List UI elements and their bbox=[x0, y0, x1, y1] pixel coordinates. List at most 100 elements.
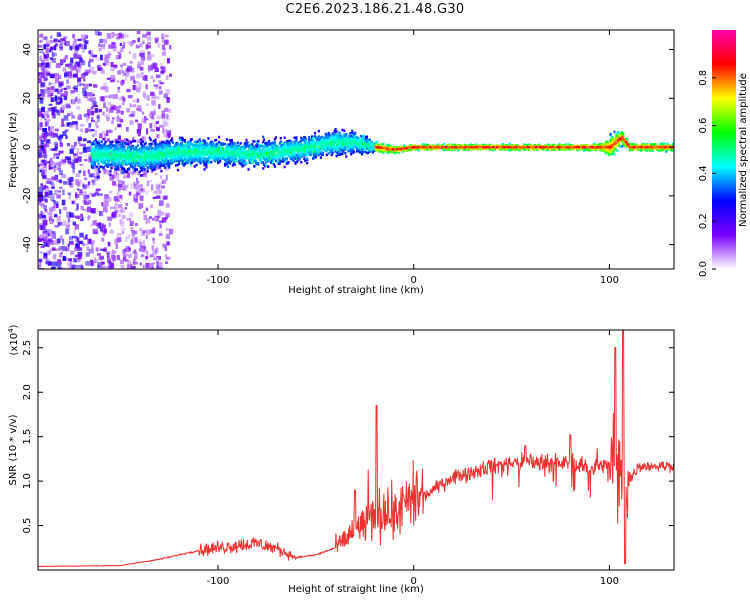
spectrogram-ridge-cell bbox=[176, 159, 179, 163]
spectrogram-noise-cell bbox=[117, 144, 122, 149]
spectrogram-noise-cell bbox=[48, 216, 53, 222]
spectrogram-noise-cell bbox=[53, 193, 57, 196]
spectrogram-noise-cell bbox=[65, 228, 70, 235]
spectrogram-noise-cell bbox=[120, 66, 123, 71]
spectrogram-noise-cell bbox=[111, 164, 116, 169]
spectrogram-noise-cell bbox=[143, 230, 147, 234]
spectrogram-noise-cell bbox=[83, 143, 87, 150]
spectrogram-noise-cell bbox=[60, 251, 63, 255]
spectrogram-noise-cell bbox=[119, 181, 124, 185]
spectrogram-noise-cell bbox=[75, 173, 81, 177]
spectrogram-noise-cell bbox=[124, 33, 129, 39]
spectrogram-ridge-cell bbox=[187, 144, 190, 148]
spectrogram-ridge-cell bbox=[220, 142, 223, 145]
spectrogram-ridge-cell bbox=[110, 142, 113, 146]
spectrogram-noise-cell bbox=[131, 41, 135, 45]
spectrogram-noise-cell bbox=[122, 62, 127, 66]
spectrogram-ridge-cell bbox=[334, 150, 337, 153]
spectrogram-noise-cell bbox=[39, 94, 45, 97]
spectrogram-ridge-cell bbox=[140, 143, 143, 147]
spectrogram-noise-cell bbox=[72, 221, 76, 226]
spectrogram-noise-cell bbox=[50, 35, 53, 39]
spectrogram-ridge-cell bbox=[228, 139, 231, 142]
spectrogram-noise-cell bbox=[153, 190, 158, 194]
spectrogram-ridge-cell bbox=[231, 141, 234, 145]
spectrogram-noise-cell bbox=[88, 128, 92, 133]
spectrogram-ridge-cell bbox=[163, 164, 166, 168]
spectrogram-ridge-cell bbox=[232, 146, 235, 149]
spectrogram-noise-cell bbox=[145, 172, 148, 179]
spectrogram-ridge-cell bbox=[366, 151, 369, 155]
spectrogram-noise-cell bbox=[142, 250, 146, 253]
spectrogram-noise-cell bbox=[86, 216, 91, 219]
spectrogram-noise-cell bbox=[98, 43, 101, 47]
spectrogram-noise-cell bbox=[61, 124, 65, 127]
spectrogram-ridge-cell bbox=[307, 153, 310, 156]
spectrogram-ridge-cell bbox=[246, 141, 249, 144]
spectrogram-noise-cell bbox=[119, 259, 124, 265]
spectrogram-ridge-cell bbox=[104, 144, 107, 148]
spectrogram-ridge-cell bbox=[125, 142, 128, 145]
spectrogram-ridge-cell bbox=[279, 140, 282, 144]
spectrogram-noise-cell bbox=[74, 64, 77, 70]
spectrogram-noise-cell bbox=[146, 36, 152, 41]
spectrogram-noise-cell bbox=[53, 153, 56, 159]
spectrogram-noise-cell bbox=[161, 217, 167, 223]
spectrogram-noise-cell bbox=[38, 223, 43, 229]
spectrogram-ridge-cell bbox=[261, 144, 264, 148]
spectrogram-noise-cell bbox=[120, 110, 124, 115]
spectrogram-ridge-cell bbox=[166, 143, 169, 146]
spectrogram-noise-cell bbox=[112, 181, 117, 186]
spectrogram-ridge-cell bbox=[245, 161, 248, 165]
spectrogram-noise-cell bbox=[50, 92, 54, 97]
spectrogram-noise-cell bbox=[74, 246, 79, 249]
spectrogram-noise-cell bbox=[66, 85, 71, 90]
spectrogram-noise-cell bbox=[111, 212, 115, 218]
spectrogram-noise-cell bbox=[169, 45, 172, 50]
spectrogram-noise-cell bbox=[102, 248, 107, 252]
spectrogram-noise-cell bbox=[115, 55, 121, 60]
spectrogram-ridge-cell bbox=[278, 158, 281, 161]
spectrogram-noise-cell bbox=[77, 136, 82, 142]
spectrogram-ridge-cell bbox=[256, 141, 259, 144]
spectrogram-noise-cell bbox=[150, 75, 154, 79]
spectrogram-noise-cell bbox=[49, 222, 54, 225]
spectrogram-noise-cell bbox=[157, 189, 162, 195]
spectrogram-ridge-cell bbox=[283, 136, 286, 139]
spectrogram-noise-cell bbox=[91, 243, 94, 250]
spectrogram-noise-cell bbox=[127, 246, 131, 250]
spectrogram-noise-cell bbox=[72, 34, 75, 39]
spectrogram-noise-cell bbox=[117, 87, 120, 90]
spectrogram-ridge-cell bbox=[358, 151, 362, 154]
spectrogram-noise-cell bbox=[152, 249, 158, 255]
spectrogram-noise-cell bbox=[38, 214, 41, 218]
spectrogram-ridge-cell bbox=[398, 151, 401, 154]
spectrogram-noise-cell bbox=[88, 199, 92, 205]
spectrogram-ridge-cell bbox=[169, 144, 172, 147]
spectrogram-ridge-cell bbox=[95, 149, 98, 152]
spectrogram-noise-cell bbox=[158, 261, 163, 268]
spectrogram-ridge-cell bbox=[353, 136, 356, 140]
spectrogram-ridge-cell bbox=[290, 140, 293, 143]
spectrogram-noise-cell bbox=[107, 241, 111, 247]
spectrogram-noise-cell bbox=[134, 253, 138, 259]
spectrogram-ridge-cell bbox=[116, 156, 119, 160]
spectrogram-ridge-cell bbox=[141, 151, 144, 154]
spectrogram-ridge-cell bbox=[120, 163, 123, 167]
spectrogram-ridge-cell bbox=[204, 145, 207, 149]
spectrogram-noise-cell bbox=[142, 240, 145, 246]
spectrogram-ridge-cell bbox=[271, 161, 275, 164]
spectrogram-noise-cell bbox=[49, 141, 52, 145]
spectrogram-noise-cell bbox=[67, 217, 71, 223]
spectrogram-noise-cell bbox=[120, 264, 125, 269]
spectrogram-ridge-cell bbox=[330, 144, 333, 148]
spectrogram-noise-cell bbox=[58, 40, 61, 43]
spectrogram-ridge-cell bbox=[289, 151, 292, 154]
spectrogram-noise-cell bbox=[41, 244, 44, 248]
spectrogram-noise-cell bbox=[90, 259, 93, 262]
spectrogram-ridge-cell bbox=[190, 161, 193, 164]
spectrogram-noise-cell bbox=[141, 57, 146, 61]
spectrogram-ridge-cell bbox=[327, 152, 330, 155]
spectrogram-ridge-cell bbox=[119, 144, 122, 147]
spectrogram-ridge-cell bbox=[156, 147, 159, 151]
